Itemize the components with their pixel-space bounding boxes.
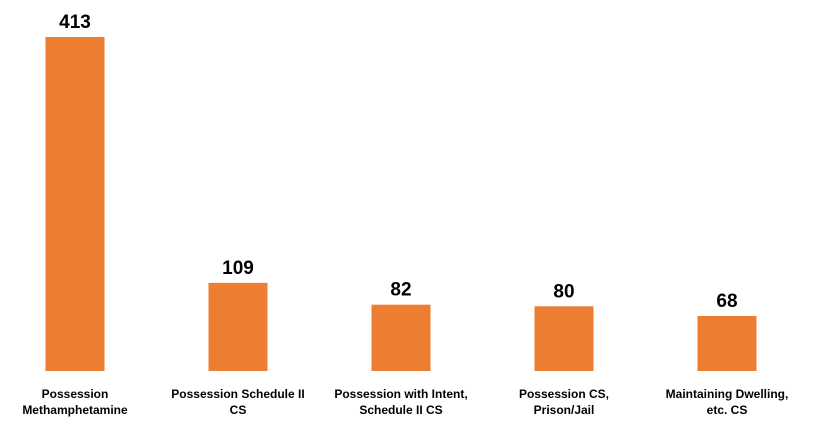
data-label-1: 109 [222,258,254,279]
data-label-3: 80 [553,281,574,302]
bar-1 [208,282,268,371]
category-label-4: Maintaining Dwelling, etc. CS [666,387,789,417]
category-label-0: Possession Methamphetamine [22,387,128,417]
data-label-2: 82 [390,280,411,301]
category-label-1: Possession Schedule II CS [171,387,304,417]
category-axis-labels: Possession Methamphetamine Possession Sche… [22,387,788,417]
bar-4 [697,316,757,371]
data-label-0: 413 [59,12,91,33]
bar-3 [534,306,594,371]
data-label-4: 68 [716,291,737,312]
bar-series [45,37,757,371]
category-label-2: Possession with Intent, Schedule II CS [334,387,467,417]
data-labels: 413 109 82 80 68 [59,12,737,312]
bar-0 [45,37,105,371]
bar-2 [371,304,431,371]
category-label-3: Possession CS, Prison/Jail [519,387,609,417]
